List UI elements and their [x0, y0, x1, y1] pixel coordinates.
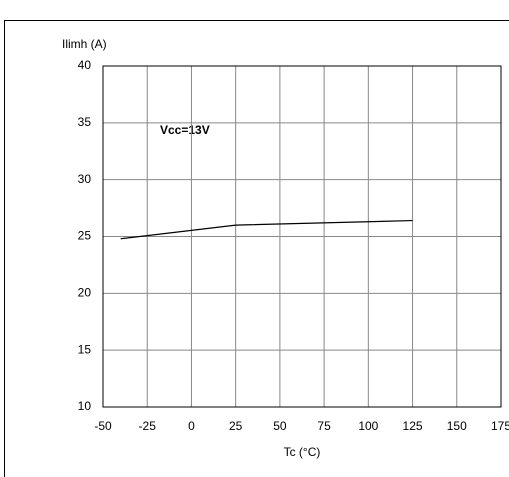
x-tick-label: 150: [447, 419, 467, 433]
y-axis-label: Ilimh (A): [62, 37, 107, 51]
y-tick-label: 20: [78, 286, 92, 300]
x-tick-label: 50: [273, 419, 287, 433]
y-tick-label: 35: [78, 115, 92, 129]
x-tick-label: 100: [358, 419, 378, 433]
x-tick-label: 125: [403, 419, 423, 433]
annotation: Vcc=13V: [160, 123, 210, 137]
x-tick-label: 75: [317, 419, 331, 433]
y-tick-label: 40: [78, 58, 92, 72]
y-tick-label: 25: [78, 229, 92, 243]
x-tick-label: -25: [139, 419, 157, 433]
x-axis-label: Tc (°C): [284, 445, 321, 459]
x-tick-label: 175: [491, 419, 509, 433]
x-tick-label: 0: [188, 419, 195, 433]
y-tick-label: 10: [78, 399, 92, 413]
frame: [4, 20, 509, 477]
data-line: [120, 219, 413, 240]
x-tick-label: -50: [94, 419, 112, 433]
x-tick-label: 25: [229, 419, 243, 433]
plot-border: [102, 65, 502, 408]
y-tick-label: 30: [78, 172, 92, 186]
y-tick-label: 15: [78, 342, 92, 356]
